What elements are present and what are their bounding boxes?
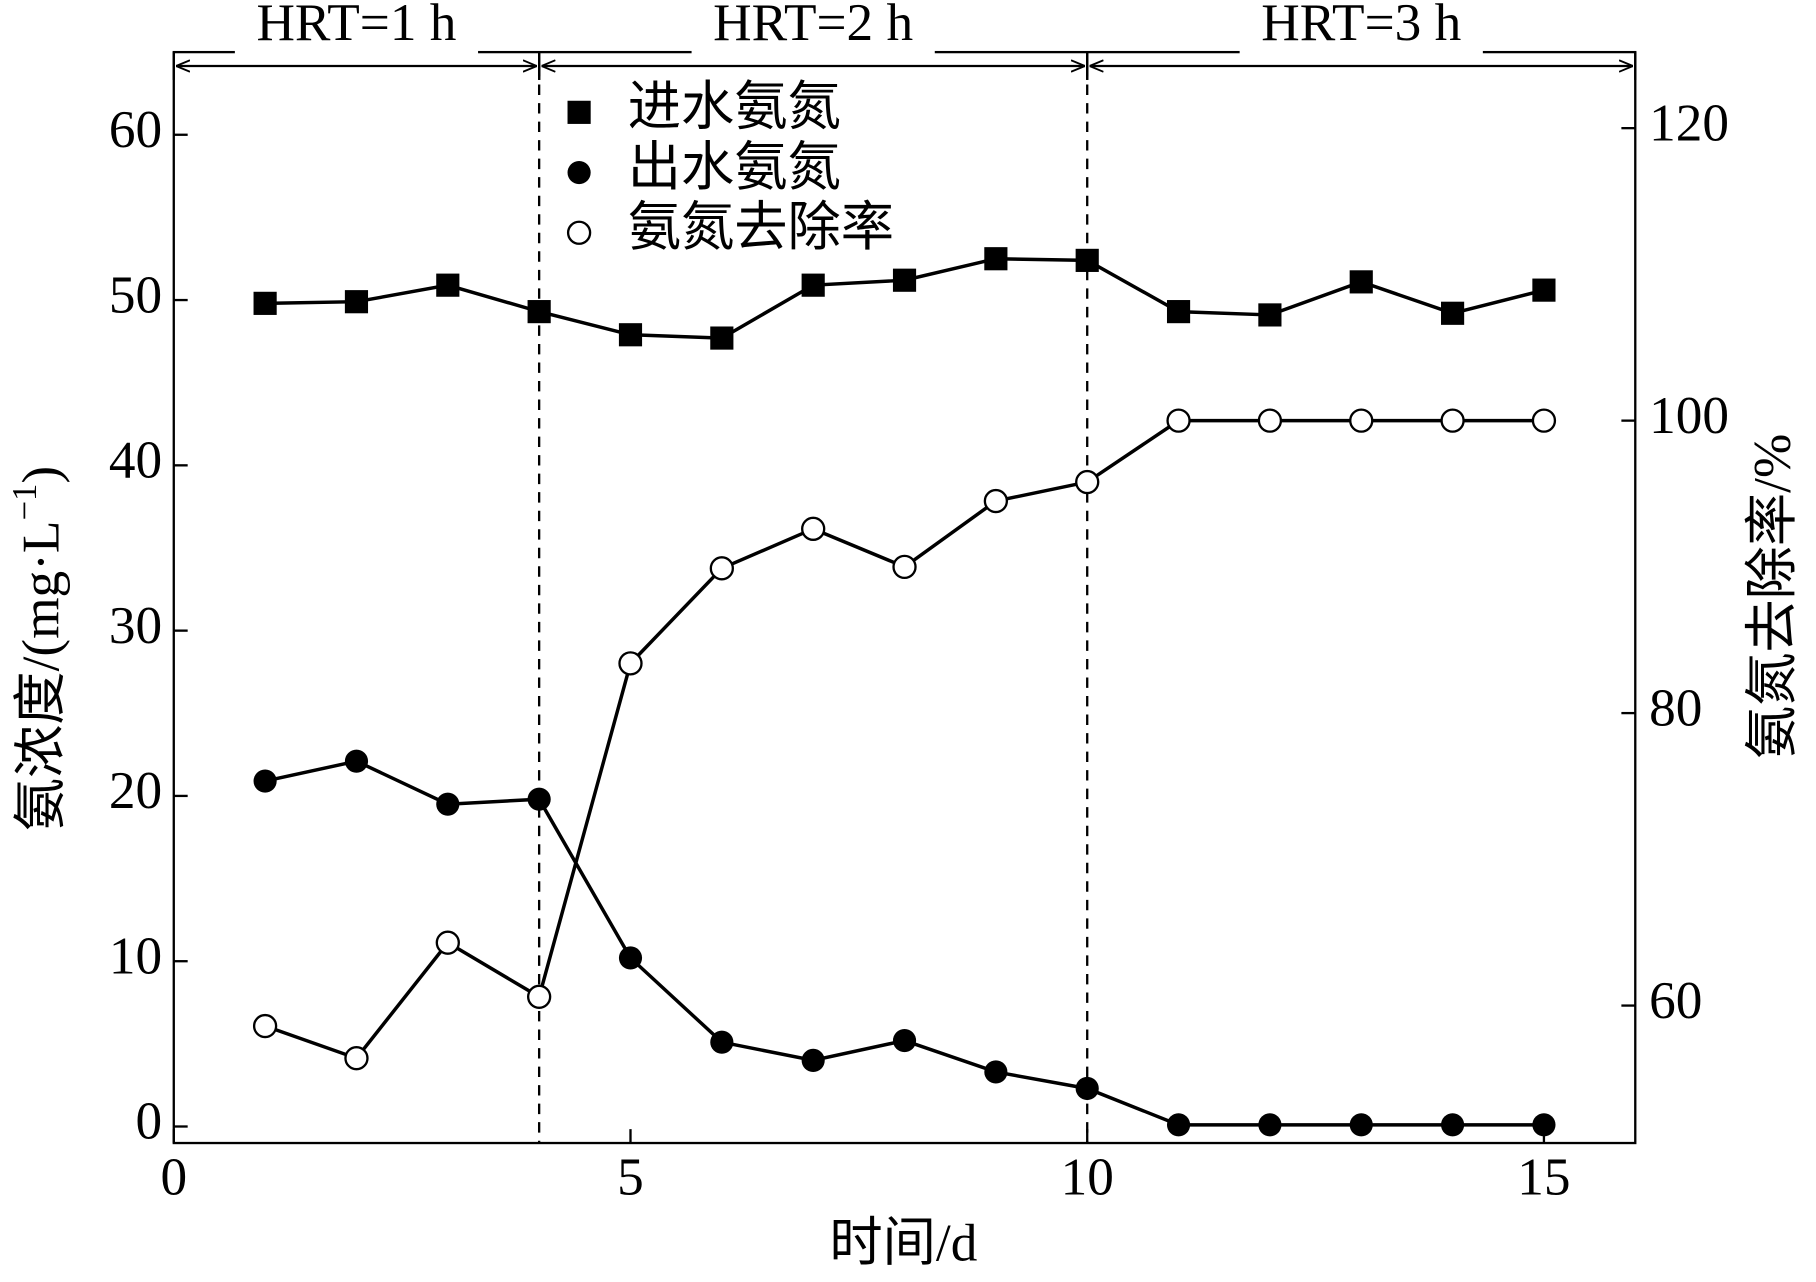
data-point — [344, 290, 369, 314]
data-point — [436, 792, 460, 816]
data-point — [344, 1046, 369, 1071]
data-point — [253, 291, 277, 315]
legend-label: 进水氨氮 — [628, 78, 841, 137]
data-point — [1532, 1113, 1556, 1137]
data-point — [527, 300, 551, 324]
data-point — [435, 930, 460, 955]
legend-marker — [567, 100, 591, 124]
data-point — [1258, 1113, 1282, 1137]
hrt-label: HRT=2 h — [713, 0, 913, 52]
legend-marker — [567, 160, 591, 185]
y-tick-label: 50 — [109, 265, 162, 324]
data-point — [1166, 1113, 1191, 1137]
data-point — [1349, 408, 1374, 433]
y-tick-label: 0 — [136, 1092, 163, 1151]
y2-tick-label: 80 — [1649, 678, 1702, 737]
data-point — [1257, 408, 1283, 433]
data-point — [892, 268, 917, 292]
legend-label: 出水氨氮 — [628, 138, 841, 197]
data-point — [1258, 303, 1282, 327]
y2-axis-label: 氨氮去除率/% — [1743, 434, 1802, 760]
legend-marker — [566, 220, 592, 245]
y-tick-label: 10 — [109, 926, 162, 985]
data-point — [1075, 1076, 1099, 1101]
y-tick-label: 40 — [109, 431, 162, 490]
hrt-label: HRT=3 h — [1261, 0, 1461, 52]
data-point — [1441, 301, 1465, 325]
data-point — [801, 273, 825, 297]
data-point — [709, 556, 734, 581]
data-point — [983, 488, 1009, 514]
x-tick-label: 10 — [1061, 1148, 1114, 1207]
hrt-label-bg — [234, 0, 479, 55]
data-point — [252, 1013, 278, 1039]
data-point — [801, 1048, 825, 1072]
y-axis-label-sup: −1 — [5, 484, 44, 521]
hrt-label-bg — [691, 0, 935, 55]
data-point — [1440, 408, 1465, 433]
plot-frame — [172, 50, 1637, 1145]
x-tick-label: 0 — [160, 1148, 187, 1207]
data-point — [618, 651, 643, 676]
data-point — [710, 326, 734, 350]
data-point — [618, 323, 643, 347]
data-point — [710, 1030, 734, 1054]
data-point — [1441, 1113, 1465, 1137]
x-axis-label: 时间/d — [829, 1214, 977, 1273]
data-point — [253, 769, 277, 793]
legend-label: 氨氮去除率 — [628, 198, 894, 257]
hrt-label: HRT=1 h — [256, 0, 456, 52]
y-tick-label: 20 — [109, 761, 162, 820]
y-tick-label: 60 — [109, 100, 162, 159]
hrt-label-bg — [1239, 0, 1483, 55]
data-point — [1349, 270, 1373, 294]
y-axis-label-close: ) — [12, 466, 71, 484]
data-point — [618, 946, 643, 970]
y2-tick-label: 100 — [1649, 386, 1729, 445]
data-point — [1532, 278, 1556, 302]
y-axis-label: 氨浓度/(mg·L−1) — [5, 466, 71, 831]
data-point — [892, 1028, 917, 1053]
y2-tick-label: 60 — [1649, 971, 1702, 1030]
data-point — [436, 273, 460, 297]
data-point — [1349, 1113, 1373, 1137]
data-point — [344, 749, 369, 773]
data-point — [1075, 248, 1099, 272]
data-point — [527, 787, 551, 811]
y2-tick-label: 120 — [1649, 93, 1729, 152]
data-point — [801, 516, 826, 542]
data-point — [1166, 300, 1191, 324]
data-point — [984, 247, 1008, 271]
data-point — [892, 554, 917, 580]
data-point — [1166, 408, 1191, 433]
series-line — [264, 418, 1544, 1061]
data-point — [984, 1060, 1008, 1084]
y-tick-label: 30 — [109, 596, 162, 655]
x-tick-label: 5 — [617, 1148, 644, 1207]
y-axis-label-text: 氨浓度/(mg·L — [12, 521, 71, 832]
x-tick-label: 15 — [1517, 1148, 1570, 1207]
data-point — [1531, 408, 1557, 433]
data-point — [526, 984, 552, 1009]
data-point — [1075, 469, 1100, 495]
